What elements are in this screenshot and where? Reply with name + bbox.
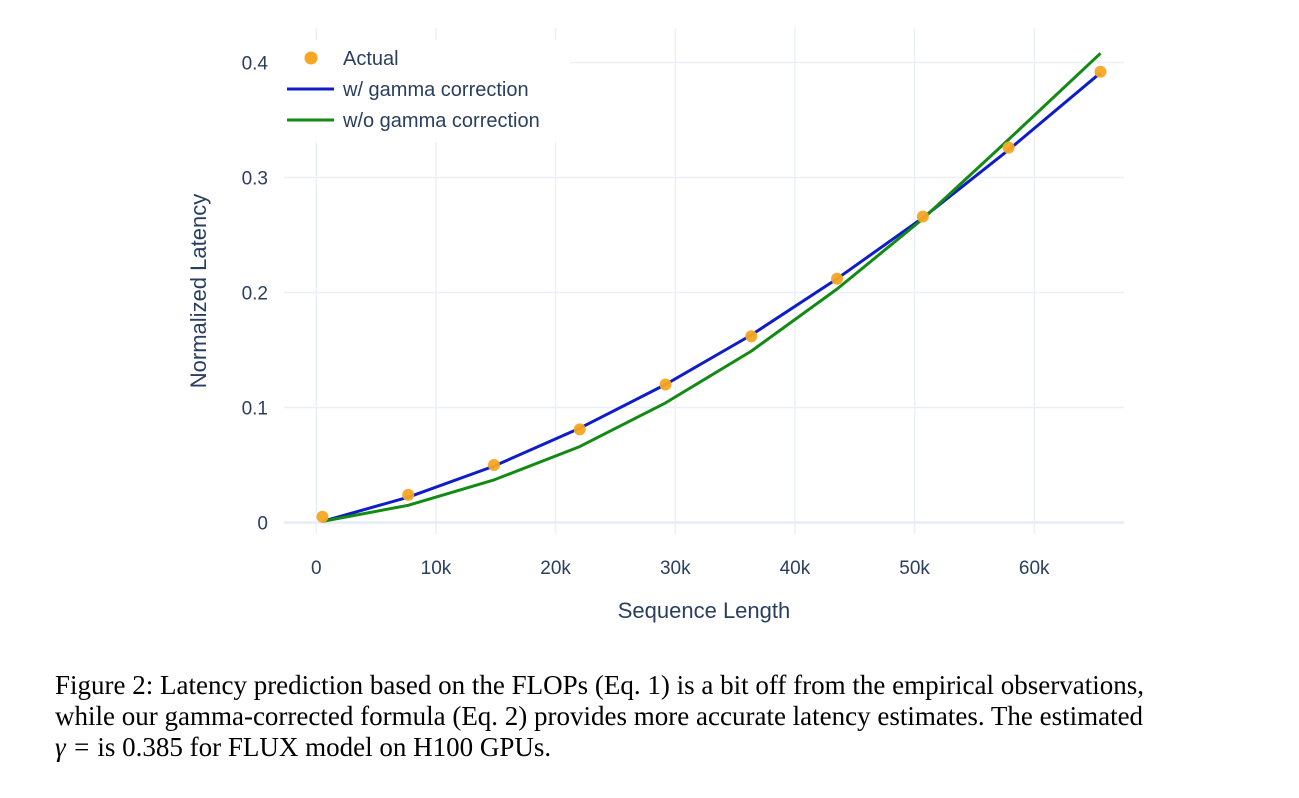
x-tick-label: 40k: [780, 558, 811, 579]
y-tick-label: 0.2: [242, 284, 268, 305]
actual-point: [831, 272, 844, 285]
actual-point: [1002, 141, 1015, 154]
x-axis-title: Sequence Length: [618, 598, 791, 623]
y-tick-label: 0.4: [242, 54, 269, 75]
actual-point: [659, 378, 672, 391]
caption-line-3: is 0.385 for FLUX model on H100 GPUs.: [90, 732, 552, 762]
x-tick-label: 60k: [1019, 558, 1050, 579]
legend: Actual w/ gamma correction w/o gamma corre…: [280, 40, 570, 142]
legend-label: w/ gamma correction: [342, 79, 529, 101]
legend-marker: [304, 51, 318, 65]
y-tick-label: 0: [257, 514, 268, 535]
actual-point: [573, 423, 586, 436]
plot-series: [316, 52, 1107, 523]
x-tick-label: 0: [311, 558, 322, 579]
legend-label: Actual: [343, 48, 399, 70]
y-axis-title: Normalized Latency: [186, 194, 211, 388]
caption-line-2: while our gamma-corrected formula (Eq. 2…: [55, 701, 1144, 731]
actual-point: [316, 510, 329, 523]
x-tick-label: 50k: [899, 558, 930, 579]
figure-caption: Figure 2: Latency prediction based on th…: [55, 670, 1255, 763]
axes: 0 10k 20k 30k 40k 50k 60k 0 0.1 0.2 0.3 0.4 Sequence…: [186, 54, 1050, 624]
actual-point: [402, 488, 415, 501]
caption-line-1: Figure 2: Latency prediction based on th…: [55, 670, 1145, 700]
caption-gamma-symbol: γ =: [55, 732, 91, 762]
latency-chart: 0 10k 20k 30k 40k 50k 60k 0 0.1 0.2 0.3 0.4 Sequence…: [186, 28, 1124, 624]
actual-point: [916, 210, 929, 223]
actual-point: [745, 330, 758, 343]
y-tick-label: 0.3: [242, 169, 268, 190]
series-line-w-o-gamma-correction: [322, 52, 1102, 523]
x-tick-label: 10k: [421, 558, 452, 579]
series-line-w-gamma-correction: [321, 71, 1102, 523]
legend-label: w/o gamma correction: [342, 110, 540, 132]
chart-area: 0 10k 20k 30k 40k 50k 60k 0 0.1 0.2 0.3 0.4 Sequence…: [186, 28, 1124, 624]
y-tick-label: 0.1: [242, 399, 268, 420]
actual-point: [487, 459, 500, 471]
legend-background: [280, 40, 570, 142]
x-tick-label: 30k: [660, 558, 691, 579]
actual-point: [1094, 65, 1107, 78]
x-tick-label: 20k: [540, 558, 571, 579]
